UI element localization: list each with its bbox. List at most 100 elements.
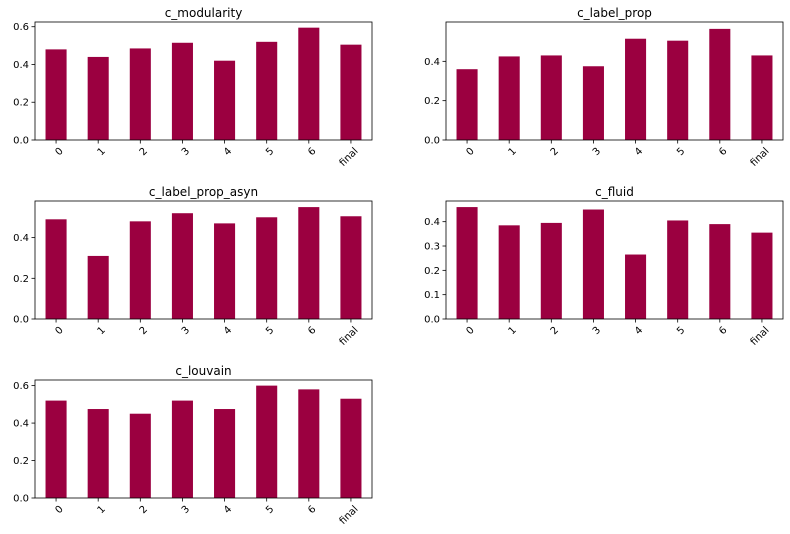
y-tick-label: 0.4	[424, 57, 440, 68]
x-tick-label: 2	[138, 146, 150, 158]
subplot-c_modularity: 0.0 0.2 0.4 0.6 0 1 2 3 4 5 6 final c_modularity	[13, 6, 373, 169]
bar-1	[87, 255, 109, 319]
x-tick-label: 3	[180, 146, 192, 158]
x-tick-label: 4	[222, 146, 234, 158]
bar-3	[171, 213, 193, 319]
y-tick-label: 0.4	[424, 217, 440, 228]
axes-frame	[445, 200, 784, 320]
x-tick-label: 4	[633, 146, 645, 158]
x-tick-label: 3	[180, 325, 192, 337]
x-tick-label: 2	[549, 325, 561, 337]
bar-4	[214, 60, 236, 141]
bar-4	[214, 409, 236, 498]
bar-4	[625, 38, 647, 140]
axes-frame	[34, 379, 373, 499]
subplot-c_louvain: 0.0 0.2 0.4 0.6 0 1 2 3 4 5 6 final c_louvain	[13, 364, 373, 527]
bar-6	[709, 224, 731, 319]
bar-2	[540, 222, 562, 319]
bar-5	[667, 40, 689, 140]
bar-2	[540, 55, 562, 140]
subplot-title: c_label_prop	[577, 6, 652, 20]
bar-final	[751, 232, 773, 319]
y-tick-label: 0.4	[13, 419, 29, 430]
y-tick-label: 0.2	[13, 98, 29, 109]
x-tick-label: 5	[264, 504, 276, 516]
bar-5	[667, 220, 689, 319]
x-tick-label: 5	[264, 146, 276, 158]
axes-frame	[34, 200, 373, 320]
subplot-c_label_prop: 0.0 0.2 0.4 0 1 2 3 4 5 6 final c_label_prop	[424, 6, 784, 169]
x-tick-label: 1	[96, 146, 108, 158]
x-tick-label: final	[338, 325, 361, 348]
x-tick-label: 0	[53, 146, 65, 158]
x-tick-label: 6	[717, 325, 729, 337]
axes-frame	[445, 21, 784, 141]
bar-5	[256, 385, 278, 498]
subplot-title: c_louvain	[175, 364, 231, 378]
bar-6	[709, 28, 731, 141]
bar-0	[45, 49, 67, 140]
bar-0	[456, 69, 478, 140]
x-tick-label: final	[749, 325, 772, 348]
bar-0	[45, 219, 67, 319]
y-tick-label: 0.6	[13, 22, 29, 33]
bar-1	[87, 409, 109, 498]
subplot-title: c_label_prop_asyn	[149, 185, 258, 199]
subplot-c_label_prop_asyn: 0.0 0.2 0.4 0 1 2 3 4 5 6 final c_label_prop_asyn	[13, 185, 373, 348]
y-tick-label: 0.2	[424, 96, 440, 107]
bar-3	[582, 66, 604, 140]
bar-final	[340, 44, 362, 140]
bar-3	[171, 42, 193, 140]
x-tick-label: 6	[717, 146, 729, 158]
x-tick-label: 0	[53, 325, 65, 337]
bar-6	[298, 27, 320, 140]
bar-5	[256, 41, 278, 140]
bar-5	[256, 217, 278, 319]
y-tick-label: 0.0	[13, 136, 29, 147]
bar-3	[582, 209, 604, 319]
x-tick-label: 4	[222, 504, 234, 516]
x-tick-label: final	[749, 146, 772, 169]
y-tick-label: 0.4	[13, 233, 29, 244]
y-tick-label: 0.2	[13, 274, 29, 285]
bar-2	[129, 48, 151, 140]
x-tick-label: 5	[675, 325, 687, 337]
x-tick-label: 3	[591, 146, 603, 158]
y-tick-label: 0.0	[424, 136, 440, 147]
bar-final	[340, 216, 362, 319]
bar-1	[87, 56, 109, 140]
x-tick-label: 3	[180, 504, 192, 516]
y-tick-label: 0.3	[424, 242, 440, 253]
x-tick-label: 6	[306, 325, 318, 337]
x-tick-label: 1	[507, 146, 519, 158]
bar-2	[129, 221, 151, 319]
x-tick-label: final	[338, 504, 361, 527]
y-tick-label: 0.0	[424, 315, 440, 326]
x-tick-label: final	[338, 146, 361, 169]
x-tick-label: 3	[591, 325, 603, 337]
x-tick-label: 1	[96, 325, 108, 337]
y-tick-label: 0.6	[13, 381, 29, 392]
subplot-title: c_modularity	[165, 6, 243, 20]
y-tick-label: 0.0	[13, 494, 29, 505]
y-tick-label: 0.2	[13, 456, 29, 467]
x-tick-label: 0	[53, 504, 65, 516]
bar-6	[298, 389, 320, 498]
bar-0	[456, 207, 478, 319]
x-tick-label: 2	[549, 146, 561, 158]
y-tick-label: 0.1	[424, 290, 440, 301]
bar-final	[340, 398, 362, 498]
x-tick-label: 5	[264, 325, 276, 337]
bar-final	[751, 55, 773, 140]
x-tick-label: 2	[138, 504, 150, 516]
x-tick-label: 4	[633, 325, 645, 337]
subplot-c_fluid: 0.0 0.1 0.2 0.3 0.4 0 1 2 3 4 5 6 final c_fluid	[424, 185, 784, 348]
x-tick-label: 0	[464, 325, 476, 337]
bar-2	[129, 413, 151, 498]
bar-6	[298, 207, 320, 319]
x-tick-label: 6	[306, 146, 318, 158]
subplot-title: c_fluid	[595, 185, 634, 199]
bar-4	[625, 254, 647, 319]
x-tick-label: 6	[306, 504, 318, 516]
bar-1	[498, 56, 520, 140]
